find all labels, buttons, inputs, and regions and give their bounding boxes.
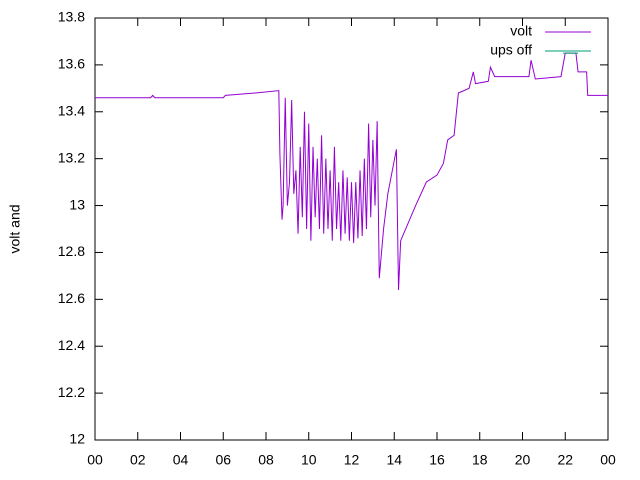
legend-label: ups off bbox=[490, 42, 532, 58]
x-tick-label: 14 bbox=[386, 452, 402, 468]
y-tick-label: 12.2 bbox=[58, 384, 85, 400]
x-tick-label: 16 bbox=[429, 452, 445, 468]
y-tick-label: 12.6 bbox=[58, 290, 85, 306]
x-tick-label: 22 bbox=[557, 452, 573, 468]
x-tick-label: 20 bbox=[515, 452, 531, 468]
y-tick-label: 13.2 bbox=[58, 149, 85, 165]
x-tick-label: 02 bbox=[130, 452, 146, 468]
x-tick-label: 12 bbox=[344, 452, 360, 468]
y-tick-label: 12.8 bbox=[58, 243, 85, 259]
data-line bbox=[95, 52, 608, 290]
x-tick-label: 10 bbox=[301, 452, 317, 468]
x-tick-label: 06 bbox=[215, 452, 231, 468]
legend-label: volt bbox=[510, 23, 532, 39]
x-tick-label: 00 bbox=[87, 452, 103, 468]
x-tick-label: 08 bbox=[258, 452, 274, 468]
x-tick-label: 00 bbox=[600, 452, 616, 468]
y-tick-label: 12.4 bbox=[58, 337, 85, 353]
plot-frame bbox=[94, 17, 609, 441]
x-tick-label: 04 bbox=[173, 452, 189, 468]
y-tick-label: 13.4 bbox=[58, 102, 85, 118]
y-axis-label: volt and bbox=[7, 204, 23, 253]
y-tick-label: 13.8 bbox=[58, 9, 85, 25]
x-tick-label: 18 bbox=[472, 452, 488, 468]
y-tick-label: 13.6 bbox=[58, 56, 85, 72]
y-tick-label: 13 bbox=[69, 196, 85, 212]
y-tick-label: 12 bbox=[69, 431, 85, 447]
